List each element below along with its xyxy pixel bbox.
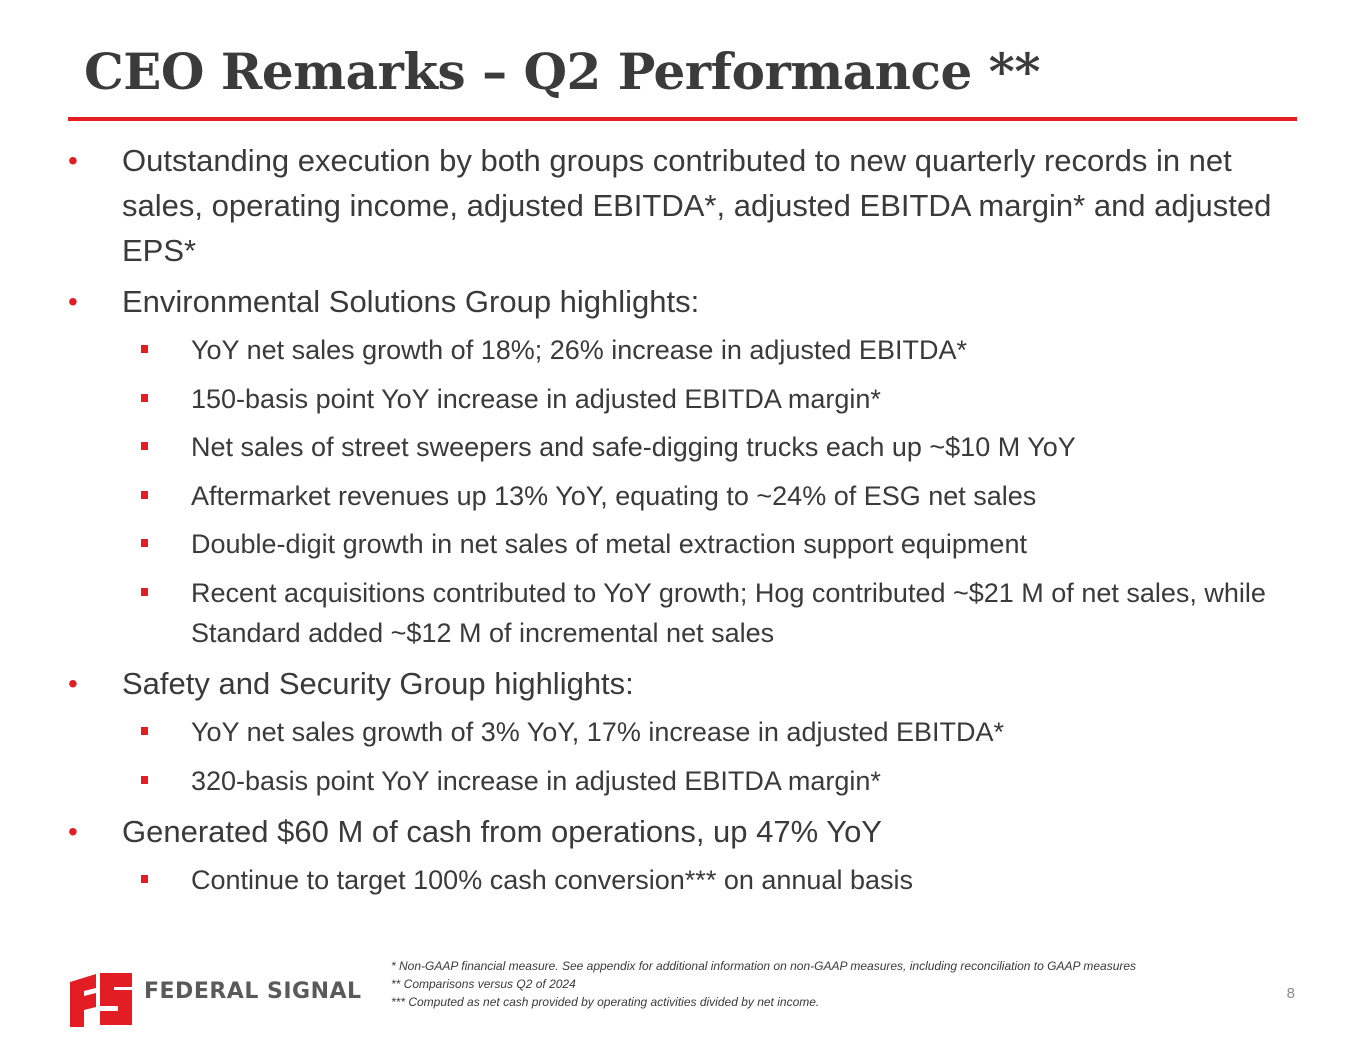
footnote-item: *** Computed as net cash provided by ope… (391, 995, 820, 1009)
sub-bullet-item: Double-digit growth in net sales of meta… (68, 524, 1298, 564)
square-bullet-icon (141, 775, 148, 784)
title-divider (68, 117, 1297, 121)
footnotes: * Non-GAAP financial measure. See append… (391, 957, 1136, 1011)
square-bullet-icon (141, 539, 148, 547)
sub-bullet-item: 150-basis point YoY increase in adjusted… (68, 379, 1298, 419)
sub-bullet-text: Aftermarket revenues up 13% YoY, equatin… (191, 480, 1037, 511)
sub-bullet-item: Net sales of street sweepers and safe-di… (68, 427, 1298, 467)
bullet-item: • Safety and Security Group highlights: (68, 661, 1298, 706)
square-bullet-icon (141, 727, 148, 735)
sub-bullet-item: Aftermarket revenues up 13% YoY, equatin… (68, 476, 1298, 516)
sub-bullet-text: Net sales of street sweepers and safe-di… (191, 432, 1076, 462)
bullet-item: • Generated $60 M of cash from operation… (68, 809, 1298, 854)
square-bullet-icon (141, 345, 148, 353)
sub-bullet-item: 320-basis point YoY increase in adjusted… (68, 761, 1298, 801)
bullet-text: Outstanding execution by both groups con… (122, 143, 1272, 268)
bullet-dot-icon: • (68, 286, 78, 317)
page-number: 8 (1286, 985, 1295, 1002)
slide-title: CEO Remarks – Q2 Performance ** (84, 42, 1040, 101)
company-logo: FEDERAL SIGNAL (66, 970, 361, 1028)
footnote-item: * Non-GAAP financial measure. See append… (391, 959, 1137, 973)
sub-bullet-item: Recent acquisitions contributed to YoY g… (68, 573, 1298, 653)
bullet-dot-icon: • (68, 816, 78, 847)
sub-bullet-text: 150-basis point YoY increase in adjusted… (191, 383, 881, 414)
bullet-text: Generated $60 M of cash from operations,… (122, 814, 882, 849)
sub-bullet-text: 320-basis point YoY increase in adjusted… (191, 765, 881, 796)
sub-bullet-text: Double-digit growth in net sales of meta… (191, 529, 1027, 559)
square-bullet-icon (141, 875, 148, 883)
footnote-item: ** Comparisons versus Q2 of 2024 (391, 977, 576, 991)
square-bullet-icon (141, 587, 148, 596)
square-bullet-icon (141, 490, 148, 499)
federal-signal-logo-icon (70, 973, 132, 1027)
bullet-text: Environmental Solutions Group highlights… (122, 284, 700, 319)
square-bullet-icon (141, 442, 148, 450)
sub-bullet-text: YoY net sales growth of 3% YoY, 17% incr… (191, 717, 1005, 747)
sub-bullet-item: YoY net sales growth of 3% YoY, 17% incr… (68, 712, 1298, 752)
bullet-dot-icon: • (68, 145, 78, 176)
bullet-dot-icon: • (68, 668, 78, 699)
sub-bullet-item: Continue to target 100% cash conversion*… (68, 860, 1298, 900)
square-bullet-icon (141, 393, 148, 402)
sub-bullet-item: YoY net sales growth of 18%; 26% increas… (68, 330, 1298, 370)
sub-bullet-text: Continue to target 100% cash conversion*… (191, 865, 913, 895)
bullet-item: • Outstanding execution by both groups c… (68, 138, 1298, 273)
sub-bullet-text: YoY net sales growth of 18%; 26% increas… (191, 335, 967, 365)
bullet-list: • Outstanding execution by both groups c… (68, 138, 1298, 909)
bullet-item: • Environmental Solutions Group highligh… (68, 279, 1298, 324)
logo-text: FEDERAL SIGNAL (144, 979, 362, 1004)
sub-bullet-text: Recent acquisitions contributed to YoY g… (191, 577, 1266, 648)
bullet-text: Safety and Security Group highlights: (122, 666, 634, 701)
